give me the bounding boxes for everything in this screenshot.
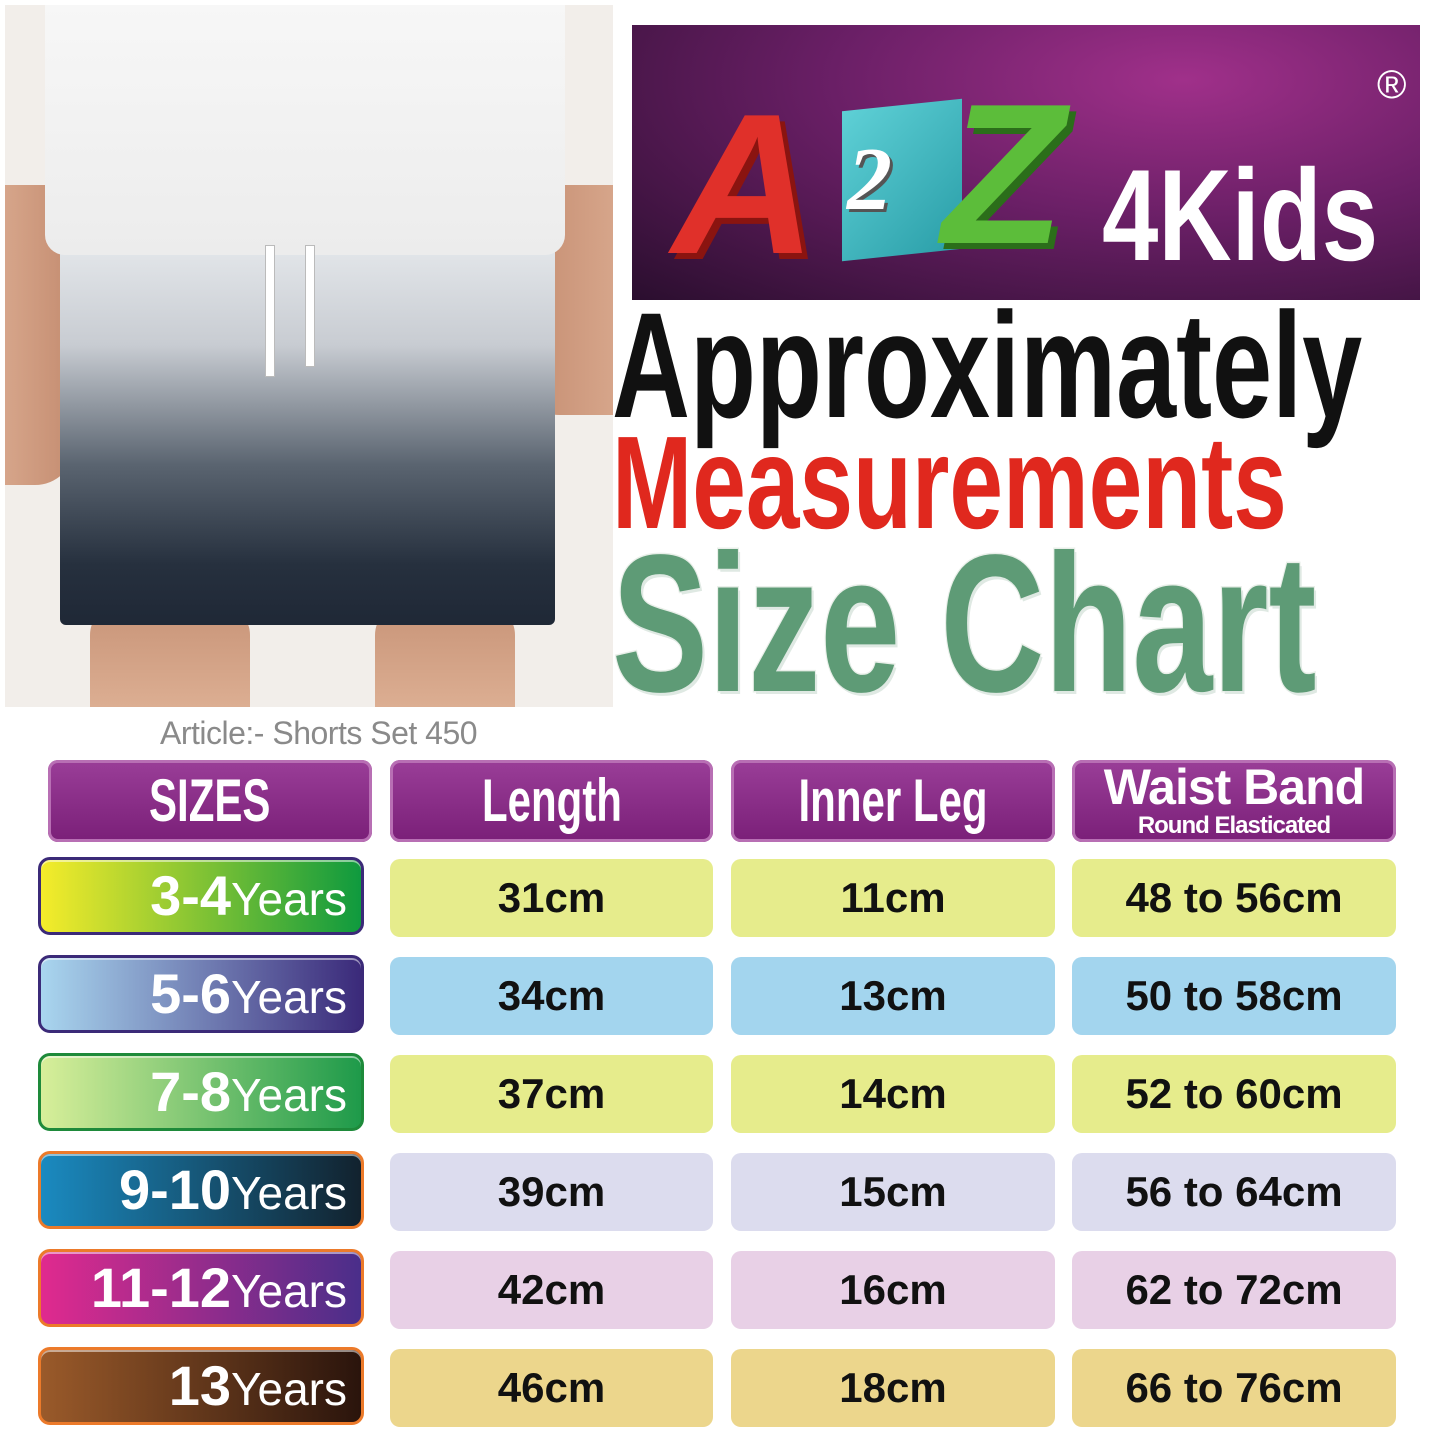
header-length-label: Length [481, 767, 622, 834]
waist-cell: 48 to 56cm [1072, 859, 1396, 937]
length-cell: 39cm [390, 1153, 713, 1231]
waist-cell: 66 to 76cm [1072, 1349, 1396, 1427]
size-unit: Years [231, 1069, 347, 1121]
header-waist-band-sub: Round Elasticated [1137, 812, 1331, 839]
length-cell: 34cm [390, 957, 713, 1035]
logo-digit-2: 2 [847, 130, 892, 229]
size-badge: 11-12Years [38, 1249, 364, 1327]
inner-leg-cell: 14cm [731, 1055, 1055, 1133]
header-inner-leg-label: Inner Leg [798, 767, 988, 834]
header-length: Length [390, 760, 713, 842]
size-row: 11-12Years 42cm 16cm 62 to 72cm [0, 1249, 1445, 1331]
size-range: 3-4 [150, 864, 232, 927]
size-row: 5-6Years 34cm 13cm 50 to 58cm [0, 955, 1445, 1037]
length-cell: 46cm [390, 1349, 713, 1427]
length-cell: 31cm [390, 859, 713, 937]
title-approximately: Approximately [612, 281, 1363, 449]
inner-leg-cell: 13cm [731, 957, 1055, 1035]
length-cell: 42cm [390, 1251, 713, 1329]
size-badge: 9-10Years [38, 1151, 364, 1229]
size-badge: 5-6Years [38, 955, 364, 1033]
size-unit: Years [231, 1265, 347, 1317]
size-unit: Years [231, 971, 347, 1023]
size-unit: Years [231, 1167, 347, 1219]
logo-letter-a: A [672, 73, 817, 296]
header-waist-band-label: Waist Band [1103, 759, 1365, 815]
size-unit: Years [231, 873, 347, 925]
waist-cell: 50 to 58cm [1072, 957, 1396, 1035]
title-size-chart: Size Chart [611, 514, 1318, 733]
size-range: 5-6 [150, 962, 232, 1025]
inner-leg-cell: 16cm [731, 1251, 1055, 1329]
size-badge: 13Years [38, 1347, 364, 1425]
waist-cell: 56 to 64cm [1072, 1153, 1396, 1231]
size-row: 3-4Years 31cm 11cm 48 to 56cm [0, 857, 1445, 939]
length-cell: 37cm [390, 1055, 713, 1133]
waist-cell: 52 to 60cm [1072, 1055, 1396, 1133]
logo-kids: 4Kids [1102, 142, 1379, 288]
inner-leg-cell: 18cm [731, 1349, 1055, 1427]
registered-mark: ® [1377, 63, 1407, 107]
size-badge: 3-4Years [38, 857, 364, 935]
size-badge: 7-8Years [38, 1053, 364, 1131]
logo-letter-z: Z [942, 63, 1065, 286]
size-row: 9-10Years 39cm 15cm 56 to 64cm [0, 1151, 1445, 1233]
header-sizes-label: SIZES [149, 767, 271, 834]
header-waist-band: Waist Band Round Elasticated [1072, 760, 1396, 842]
size-row: 7-8Years 37cm 14cm 52 to 60cm [0, 1053, 1445, 1135]
size-range: 7-8 [150, 1060, 232, 1123]
tshirt [45, 5, 565, 255]
drawstring [305, 245, 315, 367]
product-photo [5, 5, 613, 707]
size-unit: Years [231, 1363, 347, 1415]
inner-leg-cell: 11cm [731, 859, 1055, 937]
brand-logo: A 2 Z 4Kids ® [632, 25, 1420, 300]
drawstring [265, 245, 275, 377]
waist-cell: 62 to 72cm [1072, 1251, 1396, 1329]
title-measurements: Measurements [612, 409, 1287, 556]
article-label: Article:- Shorts Set 450 [160, 715, 478, 751]
size-row: 13Years 46cm 18cm 66 to 76cm [0, 1347, 1445, 1429]
size-range: 9-10 [118, 1158, 232, 1221]
header-sizes: SIZES [48, 760, 372, 842]
inner-leg-cell: 15cm [731, 1153, 1055, 1231]
size-range: 11-12 [90, 1256, 232, 1319]
header-inner-leg: Inner Leg [731, 760, 1055, 842]
size-range: 13 [168, 1354, 232, 1417]
